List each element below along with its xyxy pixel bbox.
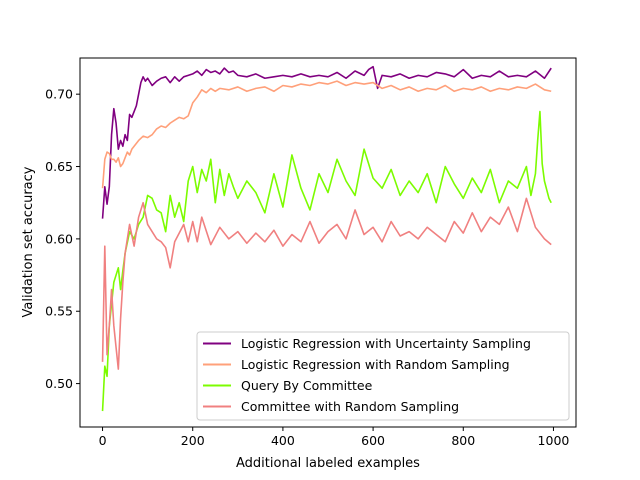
series-layer <box>101 65 552 412</box>
y-tick-label: 0.50 <box>45 376 73 391</box>
x-tick-label: 0 <box>99 433 107 448</box>
legend-label: Logistic Regression with Uncertainty Sam… <box>241 336 531 351</box>
series-line <box>101 65 552 219</box>
plot-area-frame <box>79 57 577 428</box>
x-axis: 0 200 400 600 800 1000 <box>99 427 570 448</box>
legend: Logistic Regression with Uncertainty Sam… <box>196 331 570 421</box>
x-axis-label: Additional labeled examples <box>236 456 420 471</box>
x-tick-label: 200 <box>181 433 205 448</box>
x-tick-label: 600 <box>361 433 385 448</box>
y-tick-label: 0.70 <box>45 87 73 102</box>
x-tick-label: 1000 <box>538 433 570 448</box>
x-tick-label: 400 <box>271 433 295 448</box>
y-tick-label: 0.60 <box>45 231 73 246</box>
series-line <box>101 197 552 370</box>
y-axis: 0.50 0.55 0.60 0.65 0.70 <box>45 87 80 391</box>
legend-entry: Query By Committee <box>203 378 373 393</box>
legend-entry: Logistic Regression with Random Sampling <box>203 357 510 372</box>
series-line <box>101 80 552 189</box>
legend-entry: Logistic Regression with Uncertainty Sam… <box>203 336 531 351</box>
legend-label: Logistic Regression with Random Sampling <box>241 357 510 372</box>
legend-box <box>196 331 570 421</box>
legend-label: Committee with Random Sampling <box>241 399 459 414</box>
x-tick-label: 800 <box>451 433 475 448</box>
y-tick-label: 0.65 <box>45 159 73 174</box>
y-tick-label: 0.55 <box>45 304 73 319</box>
legend-label: Query By Committee <box>241 378 373 393</box>
y-axis-label: Validation set accuracy <box>21 166 36 317</box>
legend-entry: Committee with Random Sampling <box>203 399 459 414</box>
